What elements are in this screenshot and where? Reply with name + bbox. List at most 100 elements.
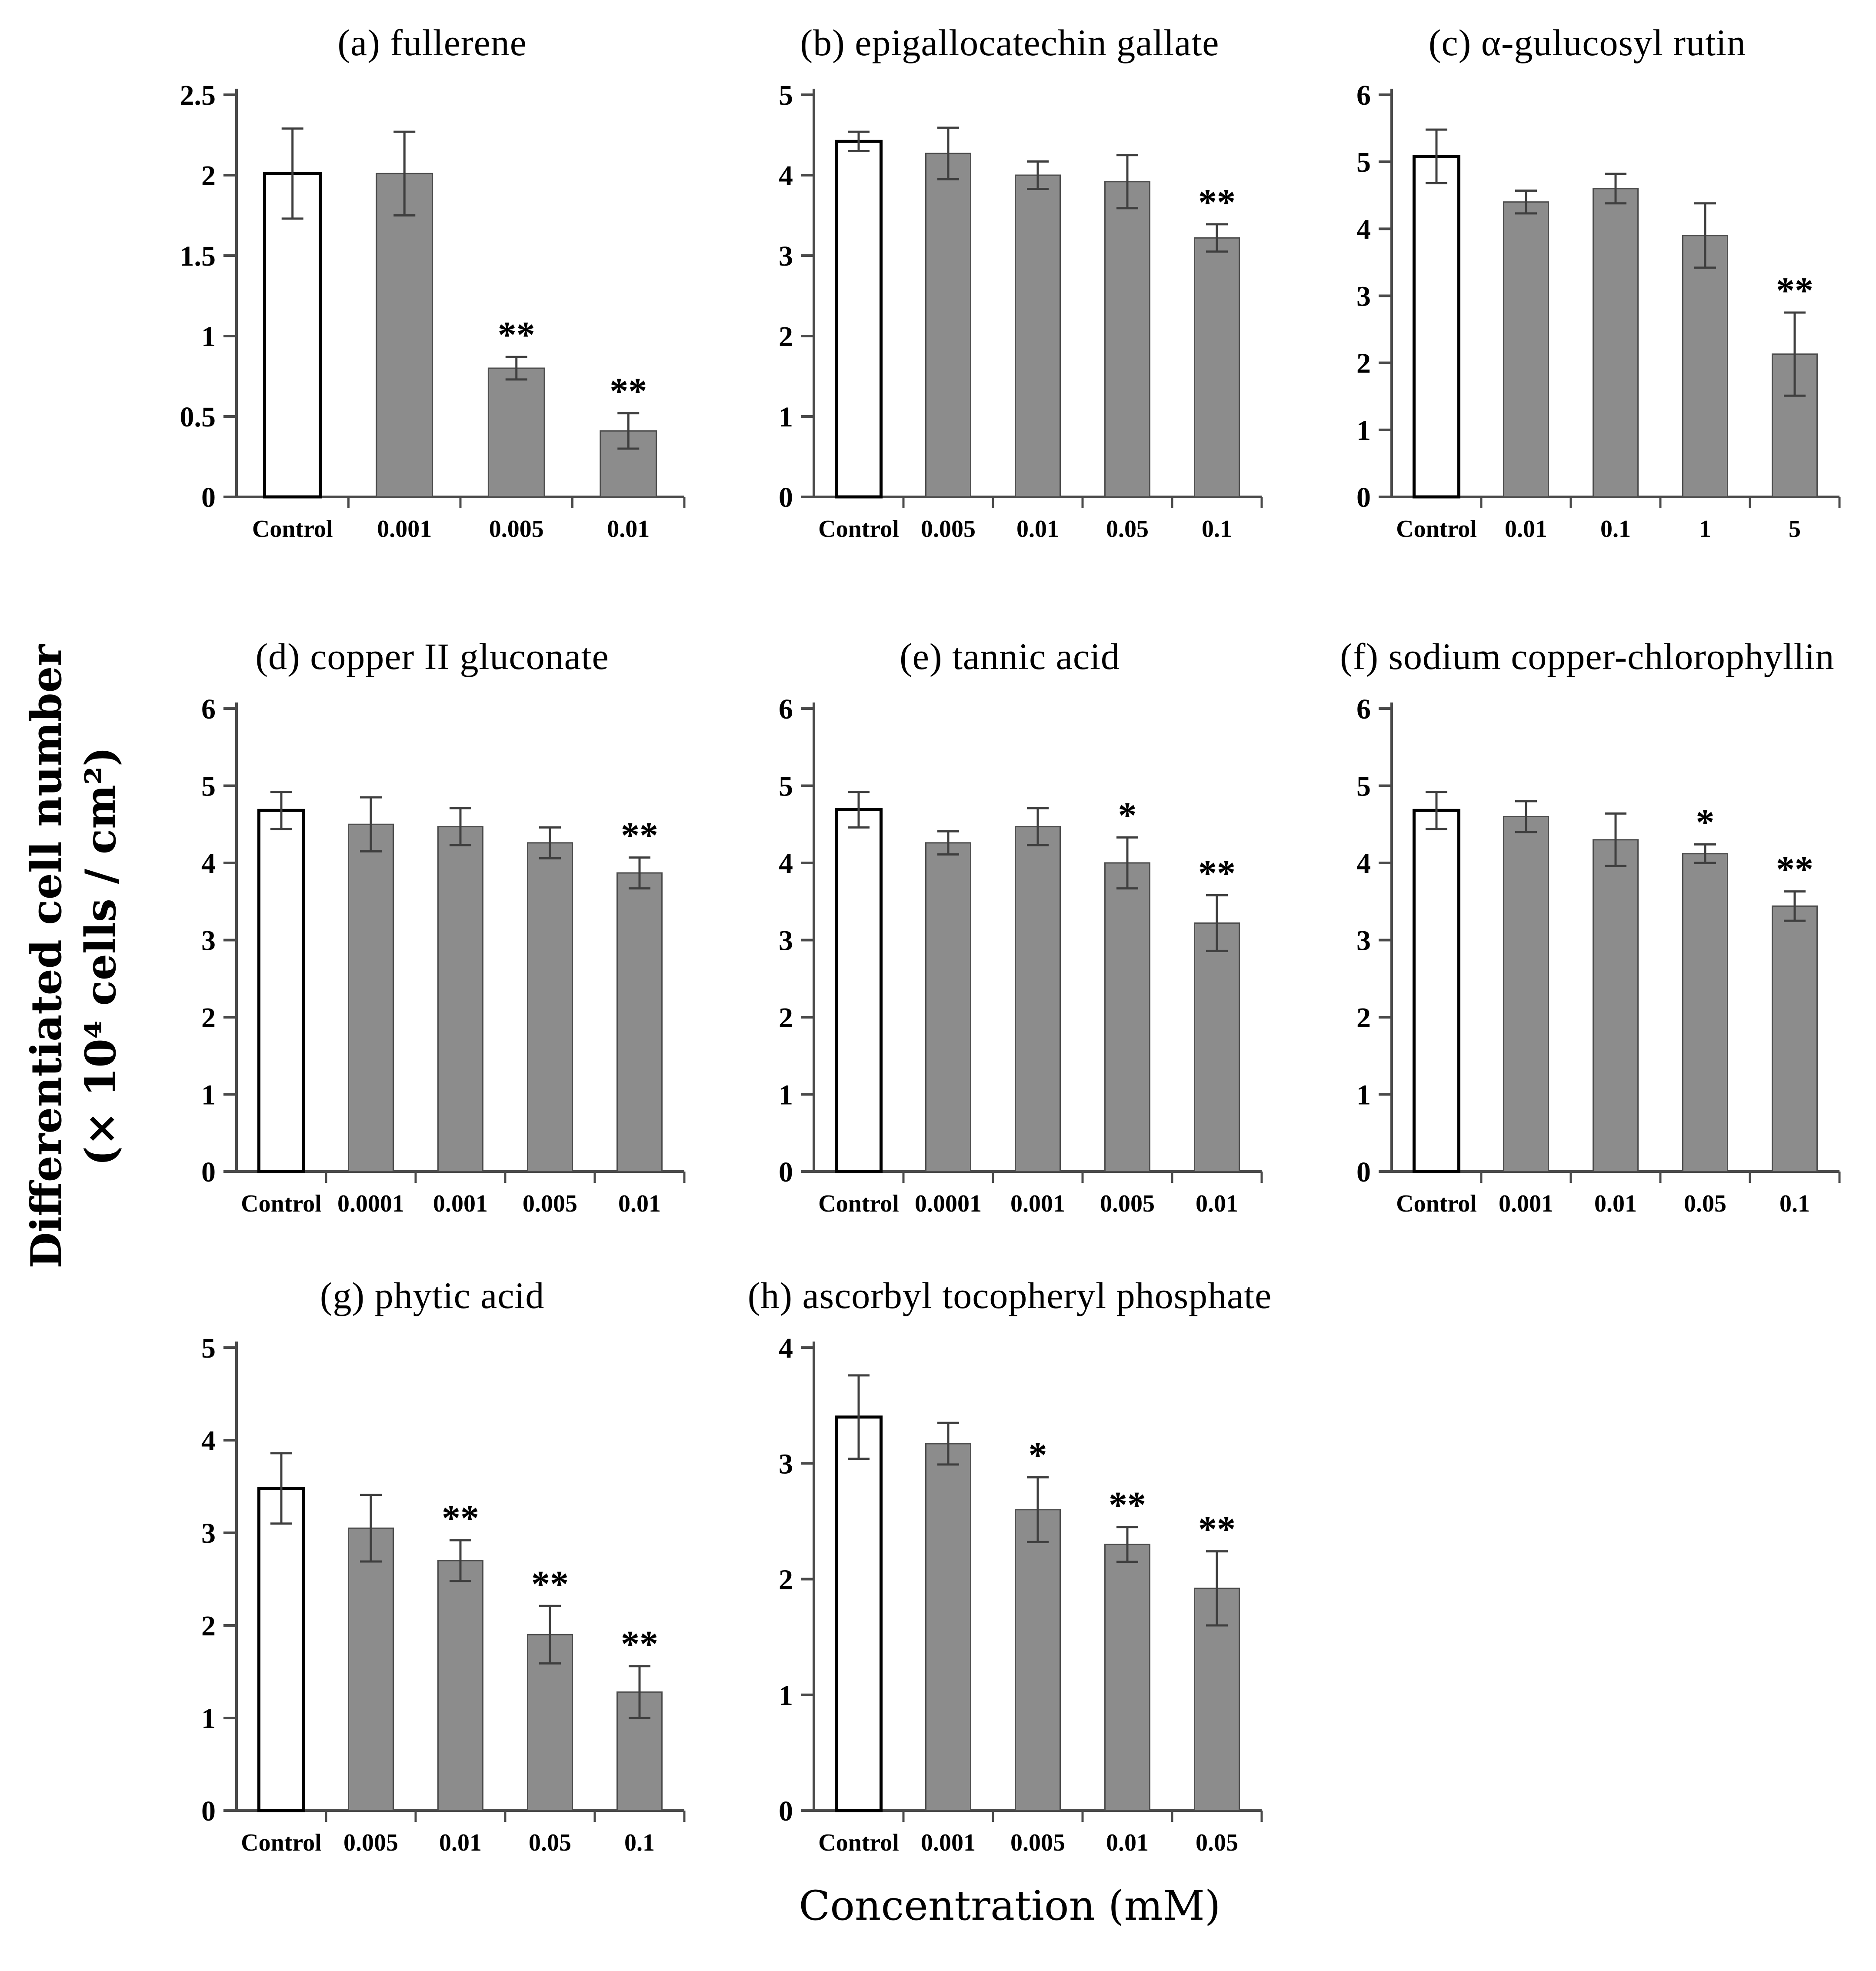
bar-control: [257, 1487, 306, 1812]
x-category-label: 5: [1789, 516, 1801, 543]
significance-label: **: [1198, 181, 1236, 223]
x-category-label: 0.1: [1779, 1190, 1810, 1217]
y-tick-label: 5: [201, 771, 216, 802]
y-tick-label: 3: [779, 240, 793, 272]
bar-control: [1412, 809, 1460, 1173]
y-tick-label: 0: [1356, 1156, 1371, 1188]
chart-e: (e) tannic acid 0 1 2 3 4 5 6 Control 0.0001 0.00…: [721, 609, 1298, 1239]
significance-label: **: [531, 1563, 569, 1605]
x-category-label: 0.001: [377, 516, 432, 543]
bar: [1503, 816, 1549, 1172]
y-tick-label: 2.5: [180, 80, 216, 111]
y-tick-label: 2: [779, 321, 793, 353]
bar: [1592, 188, 1639, 498]
y-tick-label: 1.5: [180, 240, 216, 272]
y-tick-label: 2: [201, 1610, 216, 1642]
significance-label: **: [442, 1497, 479, 1539]
y-axis-label: Differentiated cell number (× 10⁴ cells …: [20, 644, 128, 1268]
y-tick-label: 0: [779, 1795, 793, 1827]
significance-label: **: [621, 1623, 658, 1665]
bar: [1682, 853, 1728, 1172]
x-category-label: 0.0001: [337, 1190, 404, 1217]
x-category-label: 0.01: [1196, 1190, 1238, 1217]
y-tick-label: 0: [201, 1156, 216, 1188]
chart-e-plot: 0 1 2 3 4 5 6 Control 0.0001 0.001 * 0.005 ** 0.01: [779, 693, 1263, 1217]
x-category-label: Control: [241, 1829, 322, 1856]
bar: [437, 1560, 484, 1811]
chart-h: (h) ascorbyl tocopheryl phosphate 0 1 2 3 4 C…: [721, 1239, 1298, 1874]
bar: [376, 173, 433, 498]
chart-h-plot: 0 1 2 3 4 Control 0.001 * 0.005 ** 0.01 ** 0.05: [779, 1332, 1263, 1856]
x-category-label: Control: [819, 1829, 900, 1856]
x-category-label: 0.005: [343, 1829, 398, 1856]
y-axis-label-line2: (× 10⁴ cells / cm²): [76, 746, 125, 1166]
y-axis-label-line1: Differentiated cell number: [22, 644, 71, 1268]
y-tick-label: 4: [201, 848, 216, 879]
bar: [348, 1527, 394, 1811]
x-category-label: Control: [1396, 516, 1477, 543]
y-tick-label: 5: [1356, 146, 1371, 178]
chart-d-plot: 0 1 2 3 4 5 6 Control 0.0001 0.001 0.005 ** 0.01: [201, 693, 686, 1217]
x-category-label: 0.05: [1106, 516, 1149, 543]
x-category-label: 0.01: [607, 516, 650, 543]
chart-g-title: (g) phytic acid: [320, 1275, 545, 1316]
chart-a-plot: 0 0.5 1 1.5 2 2.5 Control 0.001 ** 0.005 ** 0.01: [180, 80, 686, 543]
x-category-label: 0.005: [1010, 1829, 1065, 1856]
y-tick-label: 1: [779, 401, 793, 433]
chart-c-title: (c) α-gulucosyl rutin: [1428, 22, 1746, 63]
y-tick-label: 0: [201, 1795, 216, 1827]
y-tick-label: 0: [779, 1156, 793, 1188]
chart-b-title: (b) epigallocatechin gallate: [800, 22, 1220, 63]
y-tick-label: 6: [779, 693, 793, 725]
chart-b-plot: 0 1 2 3 4 5 Control 0.005 0.01 0.05 ** 0.1: [779, 80, 1263, 543]
bar-control: [835, 1415, 883, 1812]
x-category-label: 0.005: [1100, 1190, 1155, 1217]
bar: [616, 872, 663, 1172]
x-axis-label: Concentration (mM): [799, 1882, 1221, 1930]
x-category-label: 0.005: [921, 516, 976, 543]
bar-control: [263, 172, 322, 499]
x-category-label: 0.05: [1196, 1829, 1238, 1856]
chart-f-plot: 0 1 2 3 4 5 6 Control 0.001 0.01 * 0.05 ** 0.1: [1356, 693, 1841, 1217]
y-tick-label: 3: [1356, 925, 1371, 957]
y-tick-label: 1: [1356, 1079, 1371, 1111]
bar-control: [257, 809, 306, 1173]
y-tick-label: 0.5: [180, 401, 216, 433]
bar: [925, 1443, 972, 1811]
bar: [1015, 174, 1061, 498]
bar: [925, 842, 972, 1172]
significance-label: **: [1198, 1508, 1236, 1550]
y-tick-label: 3: [201, 925, 216, 957]
y-tick-label: 6: [1356, 80, 1371, 111]
y-tick-label: 4: [201, 1425, 216, 1457]
x-category-label: 1: [1699, 516, 1711, 543]
y-tick-label: 2: [1356, 1002, 1371, 1034]
bar: [1592, 839, 1639, 1172]
x-category-label: 0.01: [618, 1190, 661, 1217]
bar: [527, 842, 573, 1172]
bar: [488, 367, 545, 498]
y-tick-label: 1: [201, 1079, 216, 1111]
bar: [1015, 826, 1061, 1172]
bar: [1104, 181, 1151, 498]
x-category-label: 0.001: [433, 1190, 488, 1217]
x-category-label: 0.1: [1600, 516, 1631, 543]
x-category-label: 0.001: [1010, 1190, 1065, 1217]
bar: [1194, 237, 1240, 498]
chart-b: (b) epigallocatechin gallate 0 1 2 3 4 5 Contr…: [721, 0, 1298, 609]
y-tick-label: 2: [779, 1002, 793, 1034]
y-tick-label: 4: [1356, 848, 1371, 879]
significance-label: **: [1198, 852, 1236, 894]
significance-label: **: [1776, 270, 1813, 311]
y-tick-label: 4: [779, 1332, 793, 1364]
significance-label: **: [610, 370, 647, 412]
y-tick-label: 0: [1356, 482, 1371, 513]
y-tick-label: 3: [1356, 281, 1371, 313]
y-tick-label: 6: [1356, 693, 1371, 725]
x-category-label: Control: [1396, 1190, 1477, 1217]
significance-label: *: [1118, 794, 1137, 836]
bar: [1503, 201, 1549, 498]
bar: [437, 826, 484, 1172]
x-category-label: 0.005: [489, 516, 544, 543]
y-tick-label: 1: [1356, 415, 1371, 446]
